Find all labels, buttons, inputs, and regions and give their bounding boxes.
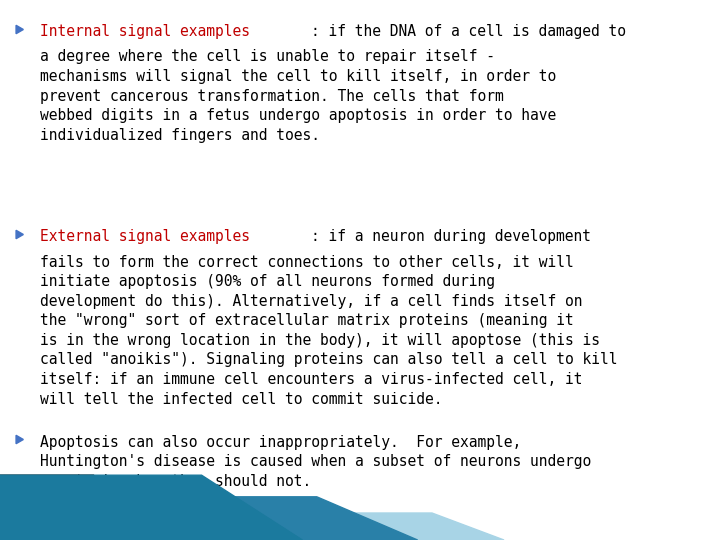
Text: fails to form the correct connections to other cells, it will
initiate apoptosis: fails to form the correct connections to… bbox=[40, 254, 617, 407]
Polygon shape bbox=[0, 475, 158, 540]
Text: : if a neuron during development: : if a neuron during development bbox=[310, 230, 590, 245]
Text: External signal examples: External signal examples bbox=[40, 230, 250, 245]
Polygon shape bbox=[0, 475, 302, 540]
Polygon shape bbox=[0, 497, 418, 540]
Text: a degree where the cell is unable to repair itself -
mechanisms will signal the : a degree where the cell is unable to rep… bbox=[40, 49, 556, 143]
Text: Apoptosis can also occur inappropriately.  For example,
Huntington's disease is : Apoptosis can also occur inappropriately… bbox=[40, 435, 591, 489]
Polygon shape bbox=[0, 513, 504, 540]
Text: Internal signal examples: Internal signal examples bbox=[40, 24, 250, 39]
Text: : if the DNA of a cell is damaged to: : if the DNA of a cell is damaged to bbox=[310, 24, 626, 39]
